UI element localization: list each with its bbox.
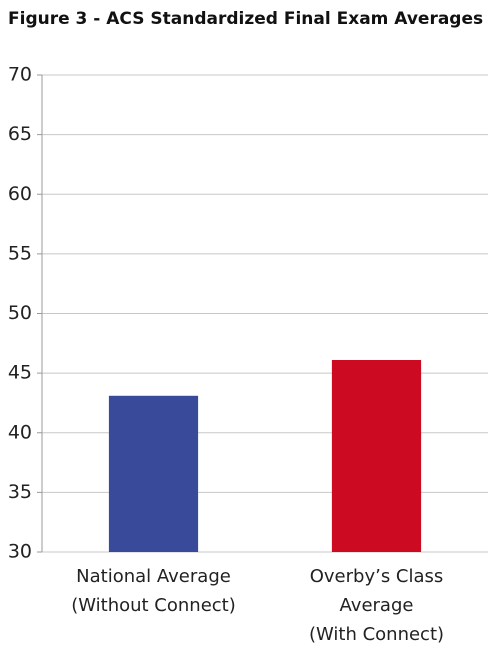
y-tick-label: 60 (8, 183, 32, 205)
bar (331, 360, 422, 552)
y-tick-label: 70 (8, 64, 32, 86)
y-tick-label: 55 (8, 242, 32, 264)
y-tick-label: 30 (8, 541, 32, 563)
y-tick-label: 40 (8, 421, 32, 443)
x-tick-label: National Average (Without Connect) (71, 566, 236, 616)
y-tick-label: 65 (8, 123, 32, 145)
y-tick-label: 45 (8, 362, 32, 384)
bar (108, 395, 199, 552)
y-tick-label: 35 (8, 481, 32, 503)
chart-title: Figure 3 - ACS Standardized Final Exam A… (8, 9, 483, 29)
x-tick-label: Overby’s Class Average (With Connect) (308, 566, 445, 645)
y-tick-label: 50 (8, 302, 32, 324)
